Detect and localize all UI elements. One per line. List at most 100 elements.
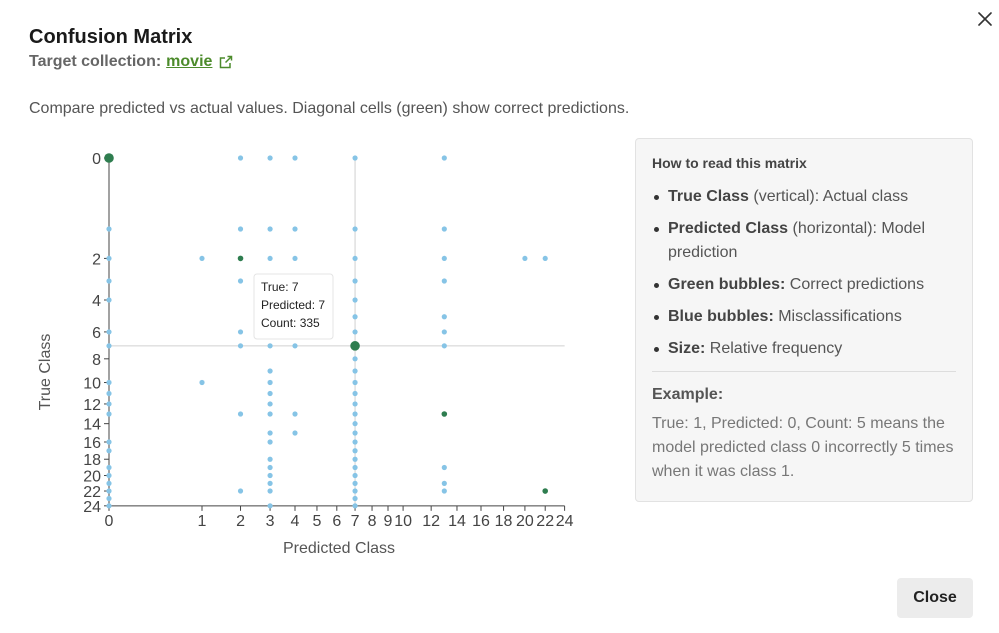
misclassified-bubble — [352, 411, 358, 417]
misclassified-bubble — [441, 480, 447, 486]
example-title: Example: — [652, 386, 724, 403]
x-tick-label: 7 — [351, 513, 360, 530]
misclassified-bubble — [199, 255, 205, 262]
correct-bubble — [237, 255, 244, 262]
x-tick-label: 12 — [422, 513, 440, 530]
x-tick-label: 9 — [384, 513, 393, 530]
y-tick-label: 6 — [92, 325, 101, 342]
x-tick-label: 16 — [472, 513, 490, 530]
misclassified-bubble — [441, 488, 447, 494]
x-tick-label: 6 — [332, 513, 341, 530]
legend-item: True Class (vertical): Actual class — [652, 185, 956, 209]
misclassified-bubble — [441, 329, 447, 335]
misclassified-bubble — [352, 329, 358, 335]
misclassified-bubble — [352, 401, 358, 407]
y-tick-label: 12 — [83, 397, 101, 414]
misclassified-bubble — [237, 488, 244, 494]
x-tick-label: 8 — [368, 513, 377, 530]
external-link-icon[interactable] — [219, 55, 233, 69]
misclassified-bubble — [522, 255, 528, 262]
misclassified-bubble — [267, 464, 273, 471]
misclassified-bubble — [267, 379, 273, 386]
misclassified-bubble — [441, 314, 447, 320]
misclassified-bubble — [352, 356, 358, 362]
misclassified-bubble — [352, 456, 358, 462]
close-icon[interactable] — [975, 9, 995, 29]
x-tick-label: 1 — [198, 513, 207, 530]
legend-list: True Class (vertical): Actual class Pred… — [652, 185, 956, 361]
misclassified-bubble — [237, 343, 244, 349]
misclassified-bubble — [352, 314, 358, 320]
misclassified-bubble — [267, 456, 273, 462]
correct-bubble — [350, 341, 360, 351]
x-tick-label: 20 — [516, 513, 534, 530]
target-collection-link[interactable]: movie — [166, 53, 213, 70]
legend-item: Predicted Class (horizontal): Model pred… — [652, 217, 956, 265]
misclassified-bubble — [352, 480, 358, 486]
misclassified-bubble — [267, 343, 273, 349]
y-axis-title: True Class — [37, 334, 54, 411]
legend-item: Green bubbles: Correct predictions — [652, 273, 956, 297]
misclassified-bubble — [352, 439, 358, 445]
misclassified-bubble — [106, 297, 112, 303]
misclassified-bubble — [441, 255, 447, 262]
target-collection-label: Target collection: — [29, 53, 162, 70]
misclassified-bubble — [352, 488, 358, 494]
misclassified-bubble — [292, 226, 298, 232]
x-tick-label: 3 — [266, 513, 275, 530]
misclassified-bubble — [352, 464, 358, 471]
misclassified-bubble — [441, 464, 447, 471]
misclassified-bubble — [352, 226, 358, 232]
misclassified-bubble — [542, 255, 548, 262]
misclassified-bubble — [292, 430, 298, 436]
misclassified-bubble — [352, 368, 358, 374]
misclassified-bubble — [292, 155, 298, 161]
misclassified-bubble — [267, 155, 273, 161]
misclassified-bubble — [267, 503, 273, 509]
y-tick-label: 2 — [92, 251, 101, 268]
example-text: True: 1, Predicted: 0, Count: 5 means th… — [652, 415, 954, 480]
x-axis-title: Predicted Class — [283, 540, 395, 557]
misclassified-bubble — [106, 495, 112, 502]
correct-bubble — [542, 488, 549, 494]
correct-bubble — [104, 153, 114, 163]
x-tick-label: 2 — [236, 513, 245, 530]
correct-bubble — [441, 411, 448, 417]
misclassified-bubble — [106, 255, 112, 262]
x-tick-label: 24 — [556, 513, 574, 530]
panel-divider — [652, 371, 956, 372]
misclassified-bubble — [267, 472, 273, 479]
close-button[interactable]: Close — [897, 578, 973, 618]
y-tick-label: 16 — [83, 435, 101, 452]
misclassified-bubble — [106, 226, 112, 232]
how-to-read-panel: How to read this matrix True Class (vert… — [635, 138, 973, 502]
misclassified-bubble — [106, 448, 112, 454]
misclassified-bubble — [441, 155, 447, 161]
x-tick-label: 4 — [291, 513, 300, 530]
misclassified-bubble — [106, 411, 112, 417]
misclassified-bubble — [352, 379, 358, 386]
misclassified-bubble — [267, 439, 273, 445]
y-tick-label: 10 — [83, 376, 101, 393]
misclassified-bubble — [106, 464, 112, 471]
misclassified-bubble — [352, 278, 358, 284]
misclassified-bubble — [292, 411, 298, 417]
misclassified-bubble — [267, 411, 273, 417]
misclassified-bubble — [352, 155, 358, 161]
misclassified-bubble — [267, 430, 273, 436]
misclassified-bubble — [352, 472, 358, 479]
x-tick-label: 18 — [495, 513, 513, 530]
y-tick-label: 4 — [92, 293, 101, 310]
misclassified-bubble — [441, 343, 447, 349]
misclassified-bubble — [267, 226, 273, 232]
misclassified-bubble — [267, 480, 273, 486]
tooltip-true: True: 7 — [261, 280, 299, 294]
x-tick-label: 14 — [448, 513, 466, 530]
y-tick-label: 8 — [92, 352, 101, 369]
misclassified-bubble — [292, 343, 298, 349]
target-collection: Target collection: movie — [29, 53, 233, 71]
y-tick-label: 14 — [83, 417, 101, 434]
y-tick-label: 24 — [83, 499, 101, 516]
modal-title: Confusion Matrix — [29, 26, 193, 48]
misclassified-bubble — [106, 401, 112, 407]
